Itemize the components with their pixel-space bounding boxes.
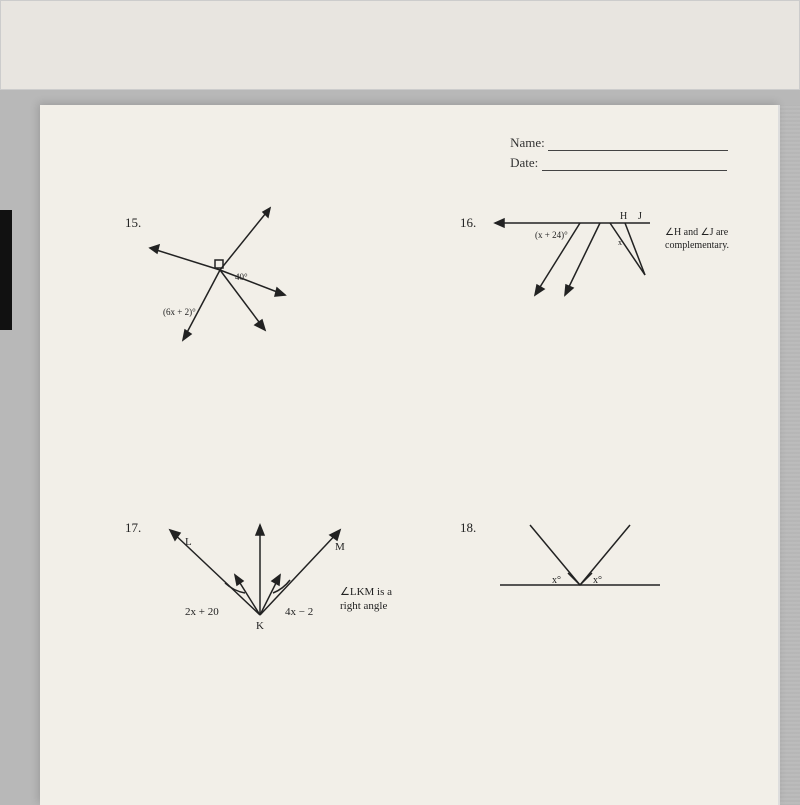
p16-point-h: H <box>620 211 627 222</box>
name-blank-line <box>548 150 728 151</box>
p17-left-expr: 2x + 20 <box>185 606 219 618</box>
p17-right-expr: 4x − 2 <box>285 606 313 618</box>
p17-note2: right angle <box>340 600 387 612</box>
p18-left-x: x° <box>552 575 561 586</box>
p16-point-j: J <box>638 211 642 222</box>
p16-note1: ∠H and ∠J are <box>665 227 729 238</box>
problem-16-number: 16. <box>460 215 476 231</box>
name-label: Name: <box>510 135 545 150</box>
problem-16-diagram: H J (x + 24)° x ∠H and ∠J are complement… <box>480 205 760 315</box>
name-row: Name: <box>510 135 728 151</box>
p17-point-m: M <box>335 541 345 553</box>
p17-point-l: L <box>185 536 192 548</box>
p16-note2: complementary. <box>665 240 729 251</box>
p17-point-k: K <box>256 620 264 632</box>
left-black-bar <box>0 210 12 330</box>
worksheet-page: Name: Date: 15. 40° (6x + 2)° 16. <box>40 105 780 805</box>
p15-expr-label: (6x + 2)° <box>163 307 196 317</box>
p16-expr: (x + 24)° <box>535 230 568 240</box>
p18-right-x: x° <box>593 575 602 586</box>
problem-17-diagram: L M K 2x + 20 4x − 2 ∠LKM is a right ang… <box>140 515 400 645</box>
p17-note1: ∠LKM is a <box>340 586 392 598</box>
problem-17-number: 17. <box>125 520 141 536</box>
right-margin-texture <box>780 105 800 805</box>
problem-15-diagram: 40° (6x + 2)° <box>135 200 305 360</box>
date-row: Date: <box>510 155 728 171</box>
date-label: Date: <box>510 155 538 170</box>
problem-18-number: 18. <box>460 520 476 536</box>
date-blank-line <box>542 170 727 171</box>
p15-40-label: 40° <box>235 272 248 282</box>
header-block: Name: Date: <box>510 135 728 171</box>
problem-18-diagram: x° x° <box>490 515 670 605</box>
p16-small-x: x <box>618 238 622 247</box>
top-paper-strip <box>0 0 800 90</box>
